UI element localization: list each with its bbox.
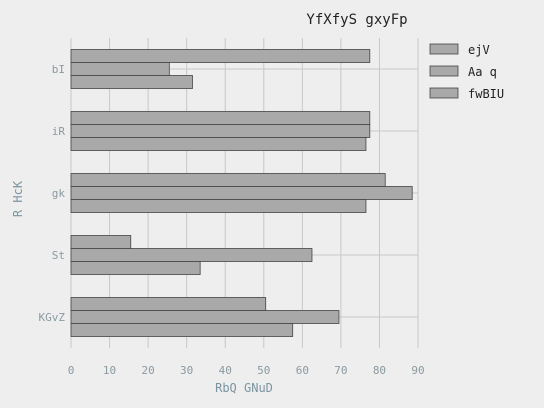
bar-aa-q-st (71, 249, 312, 262)
bar-fwbiu-ir (71, 138, 366, 151)
bar-ejv-ir (71, 112, 370, 125)
y-tick-label: bI (52, 63, 65, 76)
bar-layer (71, 50, 412, 337)
x-axis-label: RbQ GNuD (215, 381, 273, 395)
legend-label-ejv: ejV (468, 43, 490, 57)
bar-fwbiu-bi (71, 76, 192, 89)
bar-aa-q-ir (71, 125, 370, 138)
x-tick-label: 40 (219, 364, 232, 377)
bar-ejv-st (71, 236, 131, 249)
bar-ejv-kgvz (71, 298, 266, 311)
legend: ejV Aa q fwBIU (430, 43, 504, 101)
y-tick-label: St (52, 249, 65, 262)
bar-aa-q-gk (71, 187, 412, 200)
bar-aa-q-bi (71, 63, 169, 76)
x-tick-label: 50 (257, 364, 270, 377)
bar-aa-q-kgvz (71, 311, 339, 324)
bar-fwbiu-st (71, 262, 200, 275)
x-tick-label: 10 (103, 364, 116, 377)
legend-label-aa-q: Aa q (468, 65, 497, 79)
bar-fwbiu-gk (71, 200, 366, 213)
legend-swatch-fwbiu (430, 88, 458, 98)
y-tick-label: KGvZ (39, 311, 66, 324)
x-tick-label: 20 (141, 364, 154, 377)
x-tick-label: 30 (180, 364, 193, 377)
x-tick-label: 80 (373, 364, 386, 377)
y-axis-label: R HcK (11, 180, 25, 217)
legend-swatch-aa-q (430, 66, 458, 76)
x-tick-label: 70 (334, 364, 347, 377)
y-tick-label: gk (52, 187, 66, 200)
chart-title: YfXfyS gxyFp (306, 12, 407, 28)
legend-label-fwbiu: fwBIU (468, 87, 504, 101)
bar-ejv-bi (71, 50, 370, 63)
bar-ejv-gk (71, 174, 385, 187)
x-tick-label: 90 (411, 364, 424, 377)
x-tick-label: 0 (68, 364, 75, 377)
y-tick-label: iR (52, 125, 66, 138)
x-tick-label: 60 (296, 364, 309, 377)
legend-swatch-ejv (430, 44, 458, 54)
bar-fwbiu-kgvz (71, 324, 293, 337)
